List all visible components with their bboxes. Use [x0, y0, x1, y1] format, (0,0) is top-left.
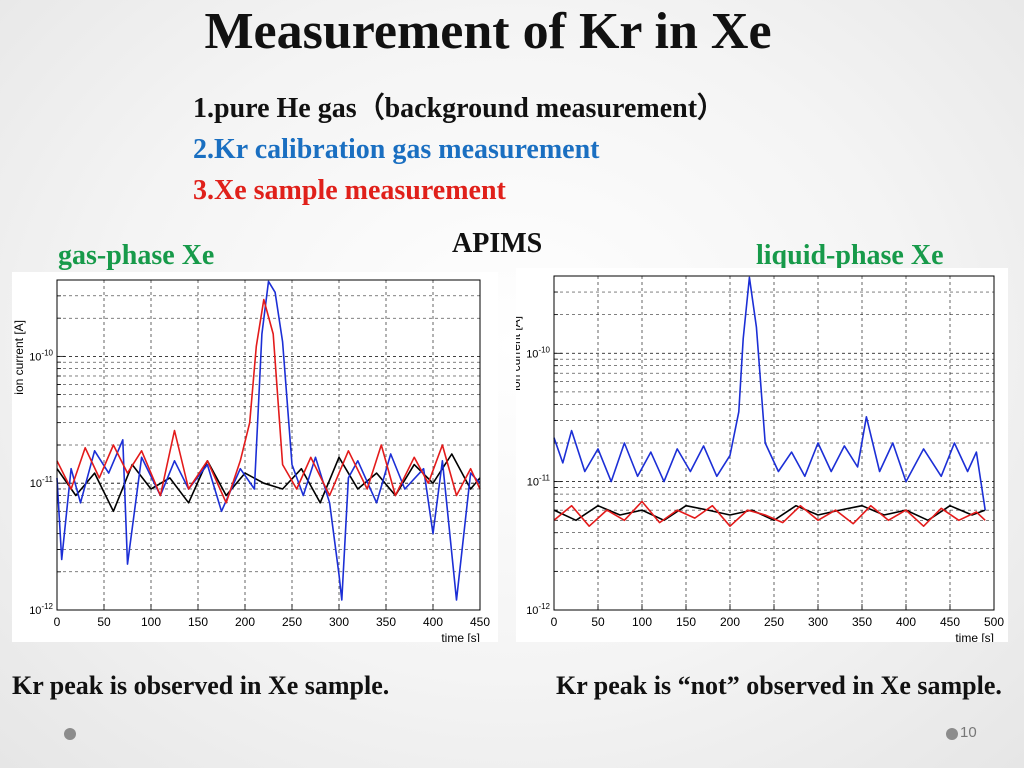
series-line-2 [56, 298, 481, 504]
liquid-phase-caption: Kr peak is “not” observed in Xe sample. [556, 671, 1002, 700]
liquid-phase-chart: 0 50 100 150 200 250 300 350 400 450 500 10-12 10-11… [516, 275, 1004, 642]
liquid-phase-chart-panel: 0 50 100 150 200 250 300 350 400 450 500 10-12 10-11… [516, 268, 1008, 642]
x-tick-label: 200 [720, 615, 740, 629]
measurement-steps: 1.pure He gas（background measurement） 2.… [193, 88, 725, 211]
x-tick-label: 450 [940, 615, 960, 629]
step-3: 3.Xe sample measurement [193, 175, 506, 206]
slide-title: Measurement of Kr in Xe [204, 3, 772, 60]
plot-frame [56, 279, 481, 611]
bullet-dot-right [946, 728, 958, 740]
y-tick-label: 10-12 [526, 602, 550, 617]
x-tick-label: 400 [423, 615, 443, 629]
x-tick-label: 100 [141, 615, 161, 629]
y-tick-label: 10-10 [29, 348, 53, 363]
x-tick-label: 450 [470, 615, 490, 629]
y-tick-label: 10-12 [29, 602, 53, 617]
y-tick-label: 10-11 [527, 474, 551, 489]
x-tick-label: 100 [632, 615, 652, 629]
x-tick-label: 300 [808, 615, 828, 629]
x-axis-title: time [s] [955, 631, 994, 642]
gas-phase-chart-panel: 0 50 100 150 200 250 300 350 400 450 10-12 10-11 10-… [12, 272, 498, 642]
liquid-phase-label: liquid-phase Xe [756, 240, 944, 271]
x-tick-label: 350 [376, 615, 396, 629]
x-tick-label: 50 [97, 615, 111, 629]
x-tick-label: 200 [235, 615, 255, 629]
series-line-0 [56, 453, 481, 513]
x-tick-label: 50 [591, 615, 605, 629]
y-tick-label: 10-10 [526, 345, 550, 360]
gas-phase-caption: Kr peak is observed in Xe sample. [12, 671, 390, 700]
bullet-dot-left [64, 728, 76, 740]
x-tick-label: 250 [282, 615, 302, 629]
x-tick-label: 300 [329, 615, 349, 629]
apims-label: APIMS [452, 228, 543, 259]
x-tick-label: 350 [852, 615, 872, 629]
y-axis-title: ion current [A] [516, 316, 523, 391]
x-tick-label: 250 [764, 615, 784, 629]
x-axis-title: time [s] [441, 631, 480, 642]
x-tick-label: 150 [188, 615, 208, 629]
series-line-1 [553, 276, 986, 511]
x-tick-label: 150 [676, 615, 696, 629]
gas-phase-chart: 0 50 100 150 200 250 300 350 400 450 10-12 10-11 10-… [12, 279, 490, 642]
step-1: 1.pure He gas（background measurement） [193, 93, 726, 124]
series-line-1 [56, 280, 481, 601]
series-line-2 [553, 500, 986, 528]
page-number: 10 [960, 724, 977, 741]
step-2: 2.Kr calibration gas measurement [193, 134, 600, 165]
series-line-0 [553, 504, 986, 522]
x-tick-label: 400 [896, 615, 916, 629]
x-tick-label: 0 [54, 615, 61, 629]
y-tick-label: 10-11 [30, 475, 54, 490]
gas-phase-label: gas-phase Xe [58, 240, 215, 271]
y-axis-title: ion current [A] [12, 320, 26, 395]
x-tick-label: 0 [551, 615, 558, 629]
x-tick-label: 500 [984, 615, 1004, 629]
